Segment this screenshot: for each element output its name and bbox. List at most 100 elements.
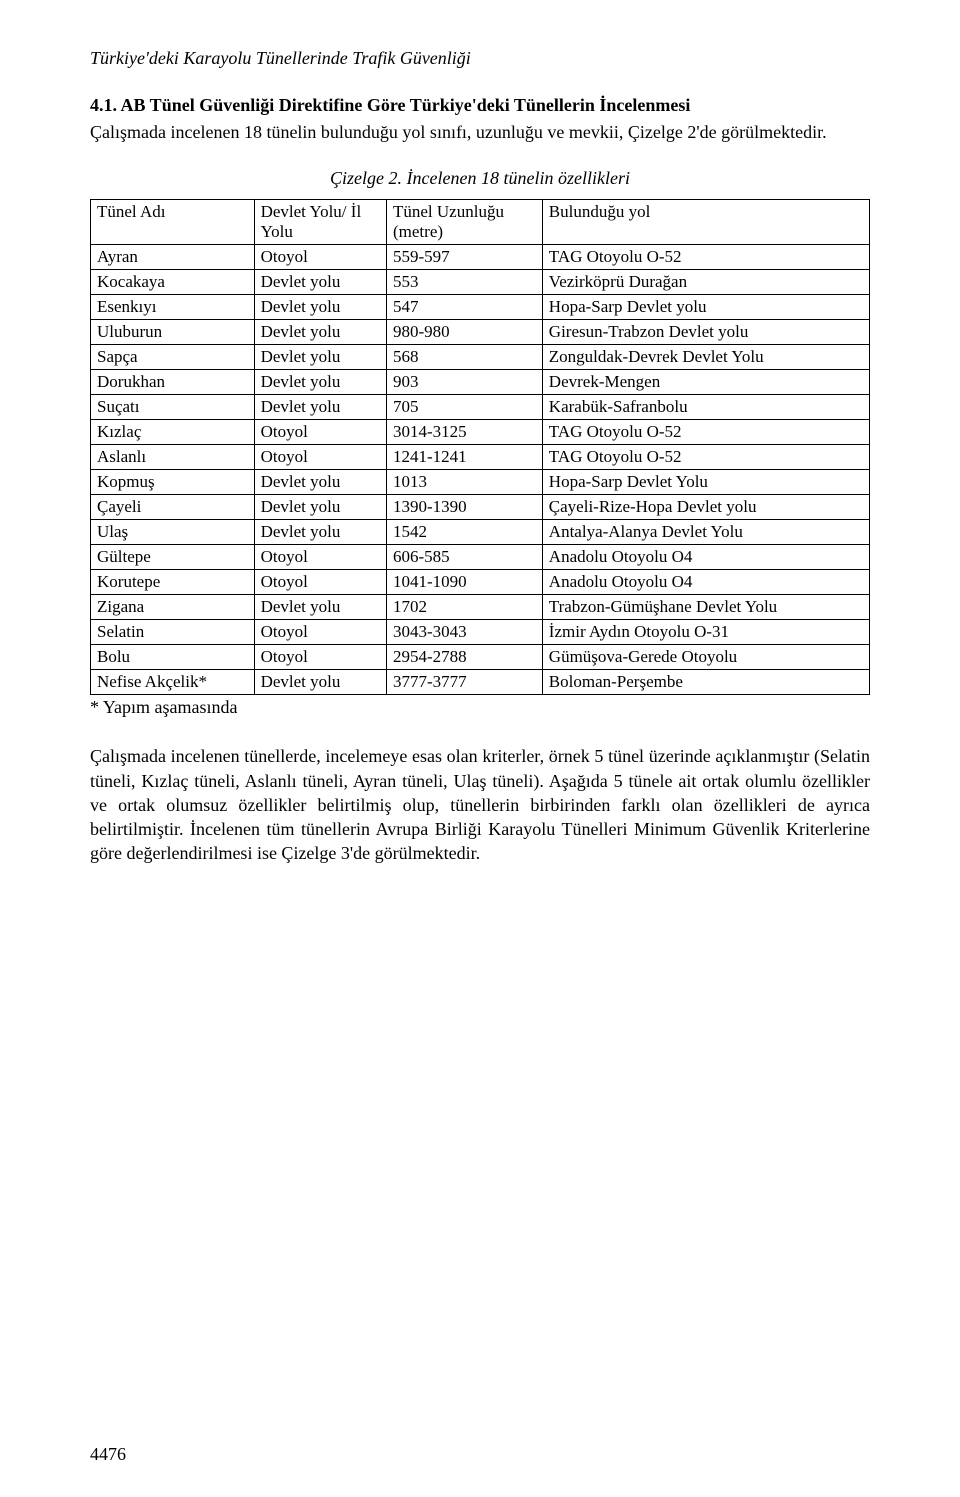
cell-road: Otoyol: [254, 445, 386, 470]
cell-road: Devlet yolu: [254, 370, 386, 395]
cell-road: Devlet yolu: [254, 595, 386, 620]
table-row: EsenkıyıDevlet yolu547Hopa-Sarp Devlet y…: [91, 295, 870, 320]
table-header-row: Tünel Adı Devlet Yolu/ İl Yolu Tünel Uzu…: [91, 200, 870, 245]
cell-name: Kopmuş: [91, 470, 255, 495]
header-road: Devlet Yolu/ İl Yolu: [254, 200, 386, 245]
cell-length: 705: [387, 395, 543, 420]
cell-length: 2954-2788: [387, 645, 543, 670]
cell-name: Korutepe: [91, 570, 255, 595]
table-row: BoluOtoyol2954-2788Gümüşova-Gerede Otoyo…: [91, 645, 870, 670]
cell-road: Otoyol: [254, 620, 386, 645]
cell-road: Devlet yolu: [254, 395, 386, 420]
cell-name: Uluburun: [91, 320, 255, 345]
table-row: ÇayeliDevlet yolu1390-1390Çayeli-Rize-Ho…: [91, 495, 870, 520]
cell-road: Otoyol: [254, 245, 386, 270]
cell-name: Selatin: [91, 620, 255, 645]
cell-location: Hopa-Sarp Devlet yolu: [542, 295, 869, 320]
cell-location: Boloman-Perşembe: [542, 670, 869, 695]
cell-location: Giresun-Trabzon Devlet yolu: [542, 320, 869, 345]
cell-name: Kızlaç: [91, 420, 255, 445]
table-row: KopmuşDevlet yolu1013Hopa-Sarp Devlet Yo…: [91, 470, 870, 495]
cell-road: Devlet yolu: [254, 495, 386, 520]
table-row: SelatinOtoyol3043-3043İzmir Aydın Otoyol…: [91, 620, 870, 645]
table-row: GültepeOtoyol606-585Anadolu Otoyolu O4: [91, 545, 870, 570]
cell-road: Devlet yolu: [254, 345, 386, 370]
cell-length: 3043-3043: [387, 620, 543, 645]
cell-location: Karabük-Safranbolu: [542, 395, 869, 420]
cell-length: 606-585: [387, 545, 543, 570]
cell-name: Zigana: [91, 595, 255, 620]
cell-length: 1390-1390: [387, 495, 543, 520]
cell-length: 1041-1090: [387, 570, 543, 595]
cell-length: 547: [387, 295, 543, 320]
running-title: Türkiye'deki Karayolu Tünellerinde Trafi…: [90, 48, 870, 69]
cell-location: Devrek-Mengen: [542, 370, 869, 395]
cell-length: 1542: [387, 520, 543, 545]
cell-location: Vezirköprü Durağan: [542, 270, 869, 295]
cell-location: Çayeli-Rize-Hopa Devlet yolu: [542, 495, 869, 520]
table-row: DorukhanDevlet yolu903Devrek-Mengen: [91, 370, 870, 395]
section-heading: 4.1. AB Tünel Güvenliği Direktifine Göre…: [90, 95, 870, 116]
cell-road: Devlet yolu: [254, 520, 386, 545]
cell-length: 3777-3777: [387, 670, 543, 695]
cell-length: 980-980: [387, 320, 543, 345]
cell-location: Gümüşova-Gerede Otoyolu: [542, 645, 869, 670]
cell-road: Devlet yolu: [254, 320, 386, 345]
cell-name: Esenkıyı: [91, 295, 255, 320]
table-row: AslanlıOtoyol1241-1241TAG Otoyolu O-52: [91, 445, 870, 470]
cell-name: Ulaş: [91, 520, 255, 545]
table-row: SapçaDevlet yolu568Zonguldak-Devrek Devl…: [91, 345, 870, 370]
document-page: Türkiye'deki Karayolu Tünellerinde Trafi…: [0, 0, 960, 1497]
cell-road: Devlet yolu: [254, 670, 386, 695]
cell-length: 568: [387, 345, 543, 370]
page-number: 4476: [90, 1444, 126, 1465]
cell-name: Gültepe: [91, 545, 255, 570]
table-row: KocakayaDevlet yolu553Vezirköprü Durağan: [91, 270, 870, 295]
table-row: Nefise Akçelik*Devlet yolu3777-3777Bolom…: [91, 670, 870, 695]
cell-length: 1013: [387, 470, 543, 495]
cell-name: Ayran: [91, 245, 255, 270]
cell-name: Kocakaya: [91, 270, 255, 295]
cell-name: Sapça: [91, 345, 255, 370]
cell-road: Devlet yolu: [254, 270, 386, 295]
tunnel-table-body: AyranOtoyol559-597TAG Otoyolu O-52Kocaka…: [91, 245, 870, 695]
cell-location: Antalya-Alanya Devlet Yolu: [542, 520, 869, 545]
cell-name: Çayeli: [91, 495, 255, 520]
table-caption: Çizelge 2. İncelenen 18 tünelin özellikl…: [90, 168, 870, 189]
table-row: AyranOtoyol559-597TAG Otoyolu O-52: [91, 245, 870, 270]
table-row: KızlaçOtoyol3014-3125TAG Otoyolu O-52: [91, 420, 870, 445]
header-length: Tünel Uzunluğu (metre): [387, 200, 543, 245]
table-row: KorutepeOtoyol1041-1090Anadolu Otoyolu O…: [91, 570, 870, 595]
cell-length: 1241-1241: [387, 445, 543, 470]
table-row: ZiganaDevlet yolu1702Trabzon-Gümüşhane D…: [91, 595, 870, 620]
cell-length: 903: [387, 370, 543, 395]
cell-name: Nefise Akçelik*: [91, 670, 255, 695]
table-row: SuçatıDevlet yolu705Karabük-Safranbolu: [91, 395, 870, 420]
cell-location: TAG Otoyolu O-52: [542, 445, 869, 470]
cell-name: Suçatı: [91, 395, 255, 420]
table-row: UluburunDevlet yolu980-980Giresun-Trabzo…: [91, 320, 870, 345]
cell-location: İzmir Aydın Otoyolu O-31: [542, 620, 869, 645]
cell-location: Anadolu Otoyolu O4: [542, 570, 869, 595]
cell-location: Zonguldak-Devrek Devlet Yolu: [542, 345, 869, 370]
cell-road: Otoyol: [254, 420, 386, 445]
cell-name: Dorukhan: [91, 370, 255, 395]
cell-name: Aslanlı: [91, 445, 255, 470]
cell-length: 559-597: [387, 245, 543, 270]
cell-length: 1702: [387, 595, 543, 620]
cell-location: TAG Otoyolu O-52: [542, 245, 869, 270]
cell-road: Otoyol: [254, 570, 386, 595]
cell-road: Devlet yolu: [254, 470, 386, 495]
cell-location: TAG Otoyolu O-52: [542, 420, 869, 445]
closing-paragraph: Çalışmada incelenen tünellerde, inceleme…: [90, 744, 870, 865]
table-row: UlaşDevlet yolu1542Antalya-Alanya Devlet…: [91, 520, 870, 545]
cell-name: Bolu: [91, 645, 255, 670]
intro-paragraph: Çalışmada incelenen 18 tünelin bulunduğu…: [90, 120, 870, 144]
tunnel-table: Tünel Adı Devlet Yolu/ İl Yolu Tünel Uzu…: [90, 199, 870, 695]
cell-location: Anadolu Otoyolu O4: [542, 545, 869, 570]
cell-length: 553: [387, 270, 543, 295]
cell-location: Hopa-Sarp Devlet Yolu: [542, 470, 869, 495]
cell-road: Otoyol: [254, 645, 386, 670]
header-name: Tünel Adı: [91, 200, 255, 245]
cell-road: Devlet yolu: [254, 295, 386, 320]
